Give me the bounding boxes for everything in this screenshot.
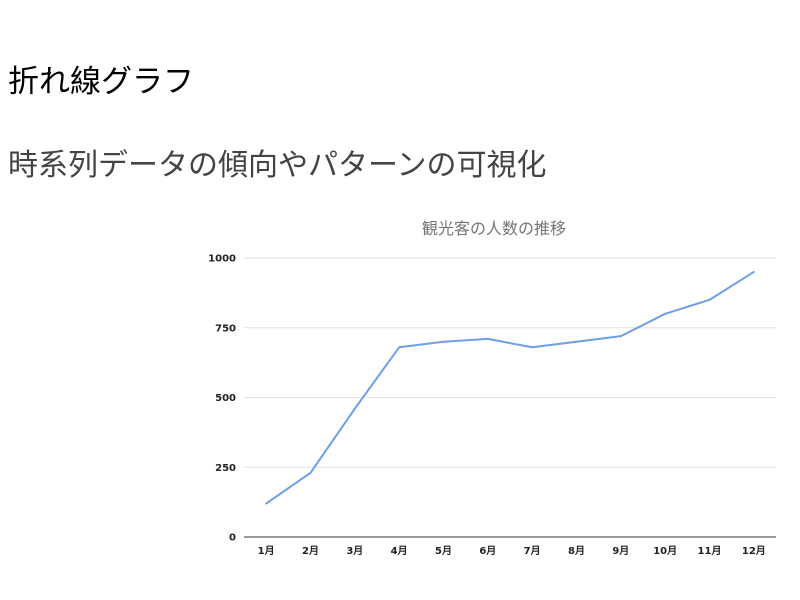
grid: [244, 257, 776, 468]
series-layer: [265, 270, 755, 505]
x-tick-label: 9月: [612, 545, 629, 557]
y-tick-label: 1000: [208, 254, 236, 265]
x-tick-label: 2月: [302, 545, 319, 557]
data-point: [353, 407, 356, 410]
x-tick-label: 8月: [568, 545, 585, 557]
x-tick-label: 12月: [742, 545, 766, 557]
data-point: [664, 312, 667, 315]
data-point: [619, 335, 622, 338]
data-point: [442, 340, 445, 343]
x-tick-label: 6月: [479, 545, 496, 557]
slide-title: 折れ線グラフ: [8, 64, 194, 100]
x-tick-label: 10月: [653, 545, 677, 557]
y-axis-ticks: 0 250 500 750 1000: [208, 254, 236, 544]
data-point: [708, 298, 711, 301]
x-tick-label: 11月: [698, 545, 722, 557]
series-line-0: [265, 271, 755, 505]
data-point: [531, 346, 534, 349]
data-point: [486, 337, 489, 340]
slide-subtitle: 時系列データの傾向やパターンの可視化: [8, 148, 547, 183]
data-point: [309, 471, 312, 474]
data-point: [265, 502, 268, 505]
y-tick-label: 750: [215, 323, 236, 334]
x-axis-ticks: 1月 2月 3月 4月 5月 6月 7月 8月 9月 10月 11月 12月: [258, 545, 766, 557]
chart-title: 観光客の人数の推移: [422, 219, 566, 238]
y-tick-label: 500: [215, 393, 236, 404]
data-point: [575, 340, 578, 343]
y-tick-label: 0: [229, 533, 236, 544]
x-tick-label: 3月: [346, 545, 363, 557]
data-point: [752, 270, 755, 273]
x-tick-label: 1月: [258, 545, 275, 557]
data-point: [398, 346, 401, 349]
x-tick-label: 5月: [435, 545, 452, 557]
x-tick-label: 4月: [391, 545, 408, 557]
y-tick-label: 250: [215, 463, 236, 474]
x-tick-label: 7月: [524, 545, 541, 557]
